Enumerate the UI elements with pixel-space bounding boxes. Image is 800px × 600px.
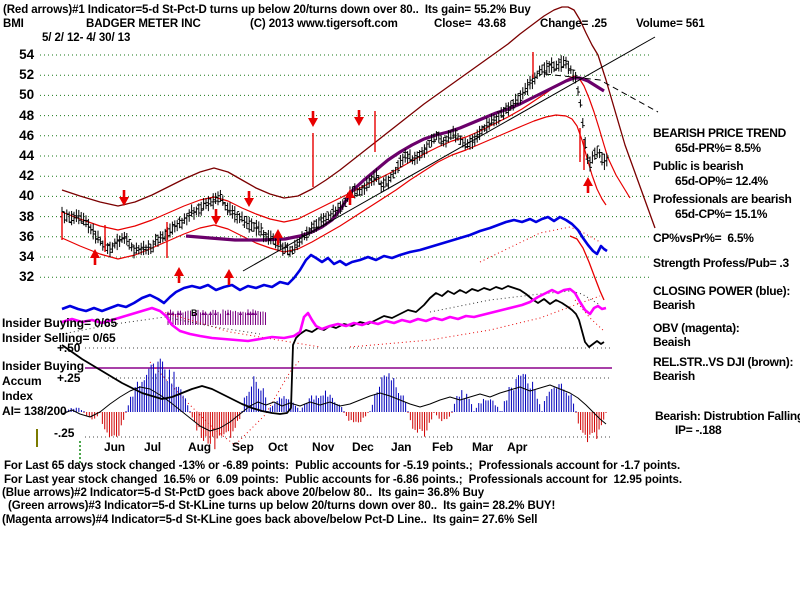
overlay-label-8: -.25 xyxy=(54,426,75,440)
bottom-caption-4: (Green arrows)#3 Indicator=5-d St-KLine … xyxy=(8,500,556,512)
price-tick-32: 32 xyxy=(19,269,34,285)
copyright-label: (C) 2013 www.tigersoft.com xyxy=(250,18,398,30)
right-panel-item-8: CLOSING POWER (blue): xyxy=(653,284,791,298)
bottom-caption-2: For Last year stock changed 16.5% or 6.0… xyxy=(4,474,682,486)
price-tick-36: 36 xyxy=(19,228,34,244)
overlay-label-0: Insider Buying= 0/65 xyxy=(2,316,118,330)
indicator1-caption: (Red arrows)#1 Indicator=5-d St-Pct-D tu… xyxy=(3,4,531,16)
right-panel-item-11: Beaish xyxy=(653,335,691,349)
month-label-feb: Feb xyxy=(432,440,454,454)
change-value: Change= .25 xyxy=(540,18,607,30)
right-panel-item-10: OBV (magenta): xyxy=(653,321,740,335)
close-value: Close= 43.68 xyxy=(434,18,506,30)
right-panel-item-2: Public is bearish xyxy=(653,159,744,173)
overlay-label-3: Insider Buying xyxy=(2,359,84,373)
month-label-jan: Jan xyxy=(391,440,412,454)
month-label-mar: Mar xyxy=(472,440,494,454)
bottom-caption-1: For Last 65 days stock changed -13% or -… xyxy=(4,460,681,472)
right-panel-item-1: 65d-PR%= 8.5% xyxy=(675,141,761,155)
month-label-jun: Jun xyxy=(104,440,126,454)
overlay-label-6: Index xyxy=(2,389,33,403)
right-panel-item-6: CP%vsPr%= 6.5% xyxy=(653,231,754,245)
overlay-label-4: Accum xyxy=(2,374,42,388)
date-range: 5/ 2/ 12- 4/ 30/ 13 xyxy=(42,32,131,44)
bottom-caption-3: (Blue arrows)#2 Indicator=5-d St-PctD go… xyxy=(2,487,485,499)
symbol-label: BMI xyxy=(3,18,24,30)
overlay-label-7: AI= 138/200 xyxy=(2,404,67,418)
month-label-apr: Apr xyxy=(507,440,528,454)
price-tick-50: 50 xyxy=(19,87,34,103)
month-label-nov: Nov xyxy=(312,440,335,454)
overlay-label-2: +.50 xyxy=(57,341,81,355)
price-tick-54: 54 xyxy=(19,47,34,62)
right-panel-item-13: Bearish xyxy=(653,369,695,383)
overlay-label-9: B xyxy=(191,308,198,318)
right-panel-item-5: 65d-CP%= 15.1% xyxy=(675,207,768,221)
price-tick-38: 38 xyxy=(19,208,34,224)
right-panel-item-7: Strength Profess/Pub= .3 xyxy=(653,256,789,270)
month-label-jul: Jul xyxy=(144,440,162,454)
right-panel-item-4: Professionals are bearish xyxy=(653,192,792,206)
month-label-dec: Dec xyxy=(352,440,374,454)
right-panel-item-9: Bearish xyxy=(653,298,695,312)
right-panel-item-15: IP= -.188 xyxy=(675,423,722,437)
right-panel-item-0: BEARISH PRICE TREND xyxy=(653,126,786,140)
price-tick-52: 52 xyxy=(19,67,34,83)
overlay-label-5: +.25 xyxy=(57,371,81,385)
right-panel-item-12: REL.STR..VS DJI (brown): xyxy=(653,355,794,369)
price-tick-34: 34 xyxy=(19,249,34,264)
price-tick-40: 40 xyxy=(19,188,34,204)
price-tick-48: 48 xyxy=(19,107,34,123)
price-tick-42: 42 xyxy=(19,168,34,184)
bottom-caption-5: (Magenta arrows)#4 Indicator=5-d St-KLin… xyxy=(2,514,538,526)
right-panel-item-14: Bearish: Distrubtion Falling xyxy=(655,409,800,423)
month-label-aug: Aug xyxy=(188,440,212,454)
month-label-sep: Sep xyxy=(232,440,254,454)
volume-value: Volume= 561 xyxy=(636,18,705,30)
price-tick-46: 46 xyxy=(19,127,34,143)
price-tick-44: 44 xyxy=(19,148,34,163)
month-label-oct: Oct xyxy=(268,440,288,454)
right-panel-item-3: 65d-OP%= 12.4% xyxy=(675,174,768,188)
overlay-label-1: Insider Selling= 0/65 xyxy=(2,331,116,345)
company-name: BADGER METER INC xyxy=(86,18,201,30)
